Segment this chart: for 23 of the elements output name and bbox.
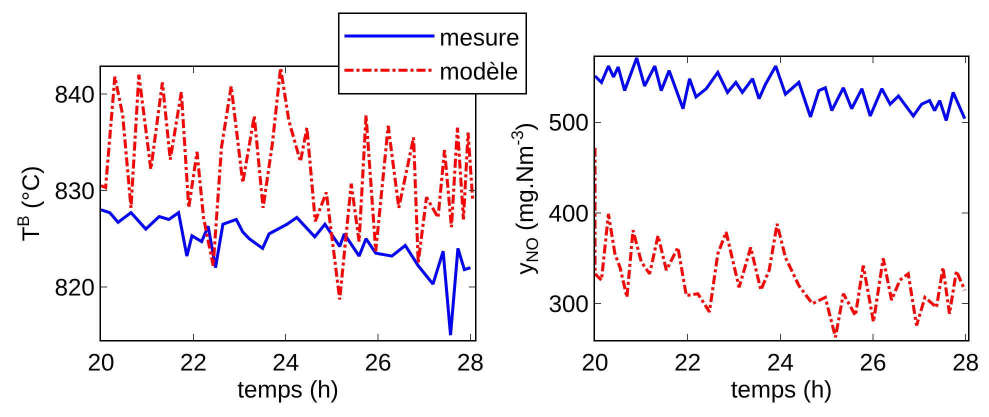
y-tick-label: 300 xyxy=(548,291,589,318)
y-tick-label: 500 xyxy=(548,110,589,137)
x-tick-label: 26 xyxy=(364,349,392,376)
line-series xyxy=(101,208,472,337)
y-tick-label: 820 xyxy=(54,274,95,302)
line-series xyxy=(595,146,966,339)
x-tick-label: 28 xyxy=(952,349,980,376)
y-tick-label: 840 xyxy=(54,81,95,108)
x-tick-label: 24 xyxy=(766,349,794,376)
y-tick-label: 830 xyxy=(54,178,95,205)
x-tick-label: 26 xyxy=(860,349,886,376)
x-tick-label: 20 xyxy=(582,349,608,376)
legend-label: modèle xyxy=(439,58,518,86)
x-tick-label: 22 xyxy=(180,349,207,376)
x-axis-title: temps (h) xyxy=(237,376,339,404)
y-tick-label: 400 xyxy=(548,200,589,228)
x-tick-label: 24 xyxy=(272,349,300,376)
x-tick-label: 28 xyxy=(457,349,484,376)
line-series xyxy=(595,57,966,122)
legend-label: mesure xyxy=(439,24,520,52)
x-axis-title: temps (h) xyxy=(730,376,832,404)
x-tick-label: 20 xyxy=(88,349,114,376)
x-tick-label: 22 xyxy=(674,349,702,376)
